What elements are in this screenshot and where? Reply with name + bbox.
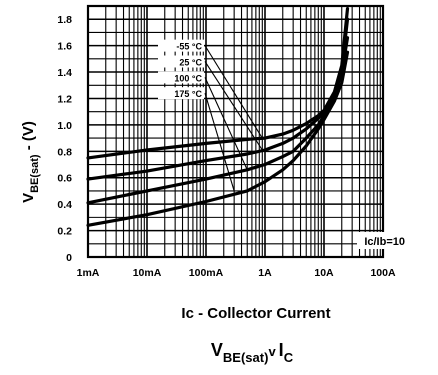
title-sep: v — [268, 344, 276, 359]
y-tick-label: 0.8 — [57, 146, 72, 158]
title-i: I — [279, 340, 284, 360]
curves — [86, 7, 350, 227]
y-axis-label-suffix: - (V) — [20, 121, 37, 154]
legend: -55 °C 25 °C 100 °C 175 °C — [158, 39, 204, 100]
x-axis-label: Ic - Collector Current — [181, 305, 330, 322]
y-tick-label: 1.6 — [57, 41, 72, 53]
legend-label-2: 25 °C — [179, 57, 202, 67]
y-axis-label: VBE(sat) - (V) — [20, 121, 41, 203]
legend-bg — [158, 55, 204, 68]
legend-label-1: -55 °C — [176, 42, 202, 52]
y-tick-labels: 0 0.2 0.4 0.6 0.8 1.0 1.2 1.4 1.6 1.8 — [57, 14, 72, 264]
x-tick-label: 10mA — [133, 267, 162, 279]
y-tick-label: 1.8 — [57, 14, 72, 26]
y-tick-label: 1.2 — [57, 93, 72, 105]
legend-leader-2 — [204, 61, 263, 151]
y-tick-label: 0.6 — [57, 173, 72, 185]
annotation-label: Ic/Ib=10 — [364, 236, 405, 248]
legend-bg — [158, 71, 204, 84]
title-i-sub: C — [284, 350, 294, 365]
legend-label-4: 175 °C — [174, 89, 202, 99]
x-tick-label: 1mA — [77, 267, 100, 279]
legend-leaders — [204, 45, 263, 192]
x-tick-labels: 1mA 10mA 100mA 1A 10A 100A — [77, 267, 396, 279]
y-tick-label: 1.0 — [57, 120, 72, 132]
y-axis-label-sub: BE(sat) — [29, 154, 41, 193]
legend-label-3: 100 °C — [174, 73, 202, 83]
legend-bg — [158, 39, 204, 52]
legend-leader-1 — [204, 45, 263, 139]
y-axis-label-main: V — [20, 193, 37, 203]
series-curve-3 — [86, 36, 350, 205]
series-curve-4 — [86, 50, 350, 227]
x-tick-label: 10A — [314, 267, 334, 279]
y-tick-label: 1.4 — [57, 67, 72, 79]
chart-title: VBE(sat)v IC — [211, 340, 294, 365]
grid — [87, 5, 383, 258]
legend-bg — [158, 87, 204, 100]
y-tick-label: 0.4 — [57, 199, 72, 211]
x-tick-label: 100mA — [189, 267, 224, 279]
y-tick-label: 0 — [66, 252, 72, 264]
title-v-sub: BE(sat) — [223, 350, 269, 365]
x-tick-label: 1A — [258, 267, 272, 279]
plot-frame — [86, 4, 385, 259]
title-v: V — [211, 340, 223, 360]
legend-leader-4 — [204, 93, 235, 192]
y-tick-label: 0.2 — [57, 226, 72, 238]
annotation-box — [357, 232, 409, 249]
legend-leader-3 — [204, 77, 248, 171]
x-tick-label: 100A — [370, 267, 396, 279]
